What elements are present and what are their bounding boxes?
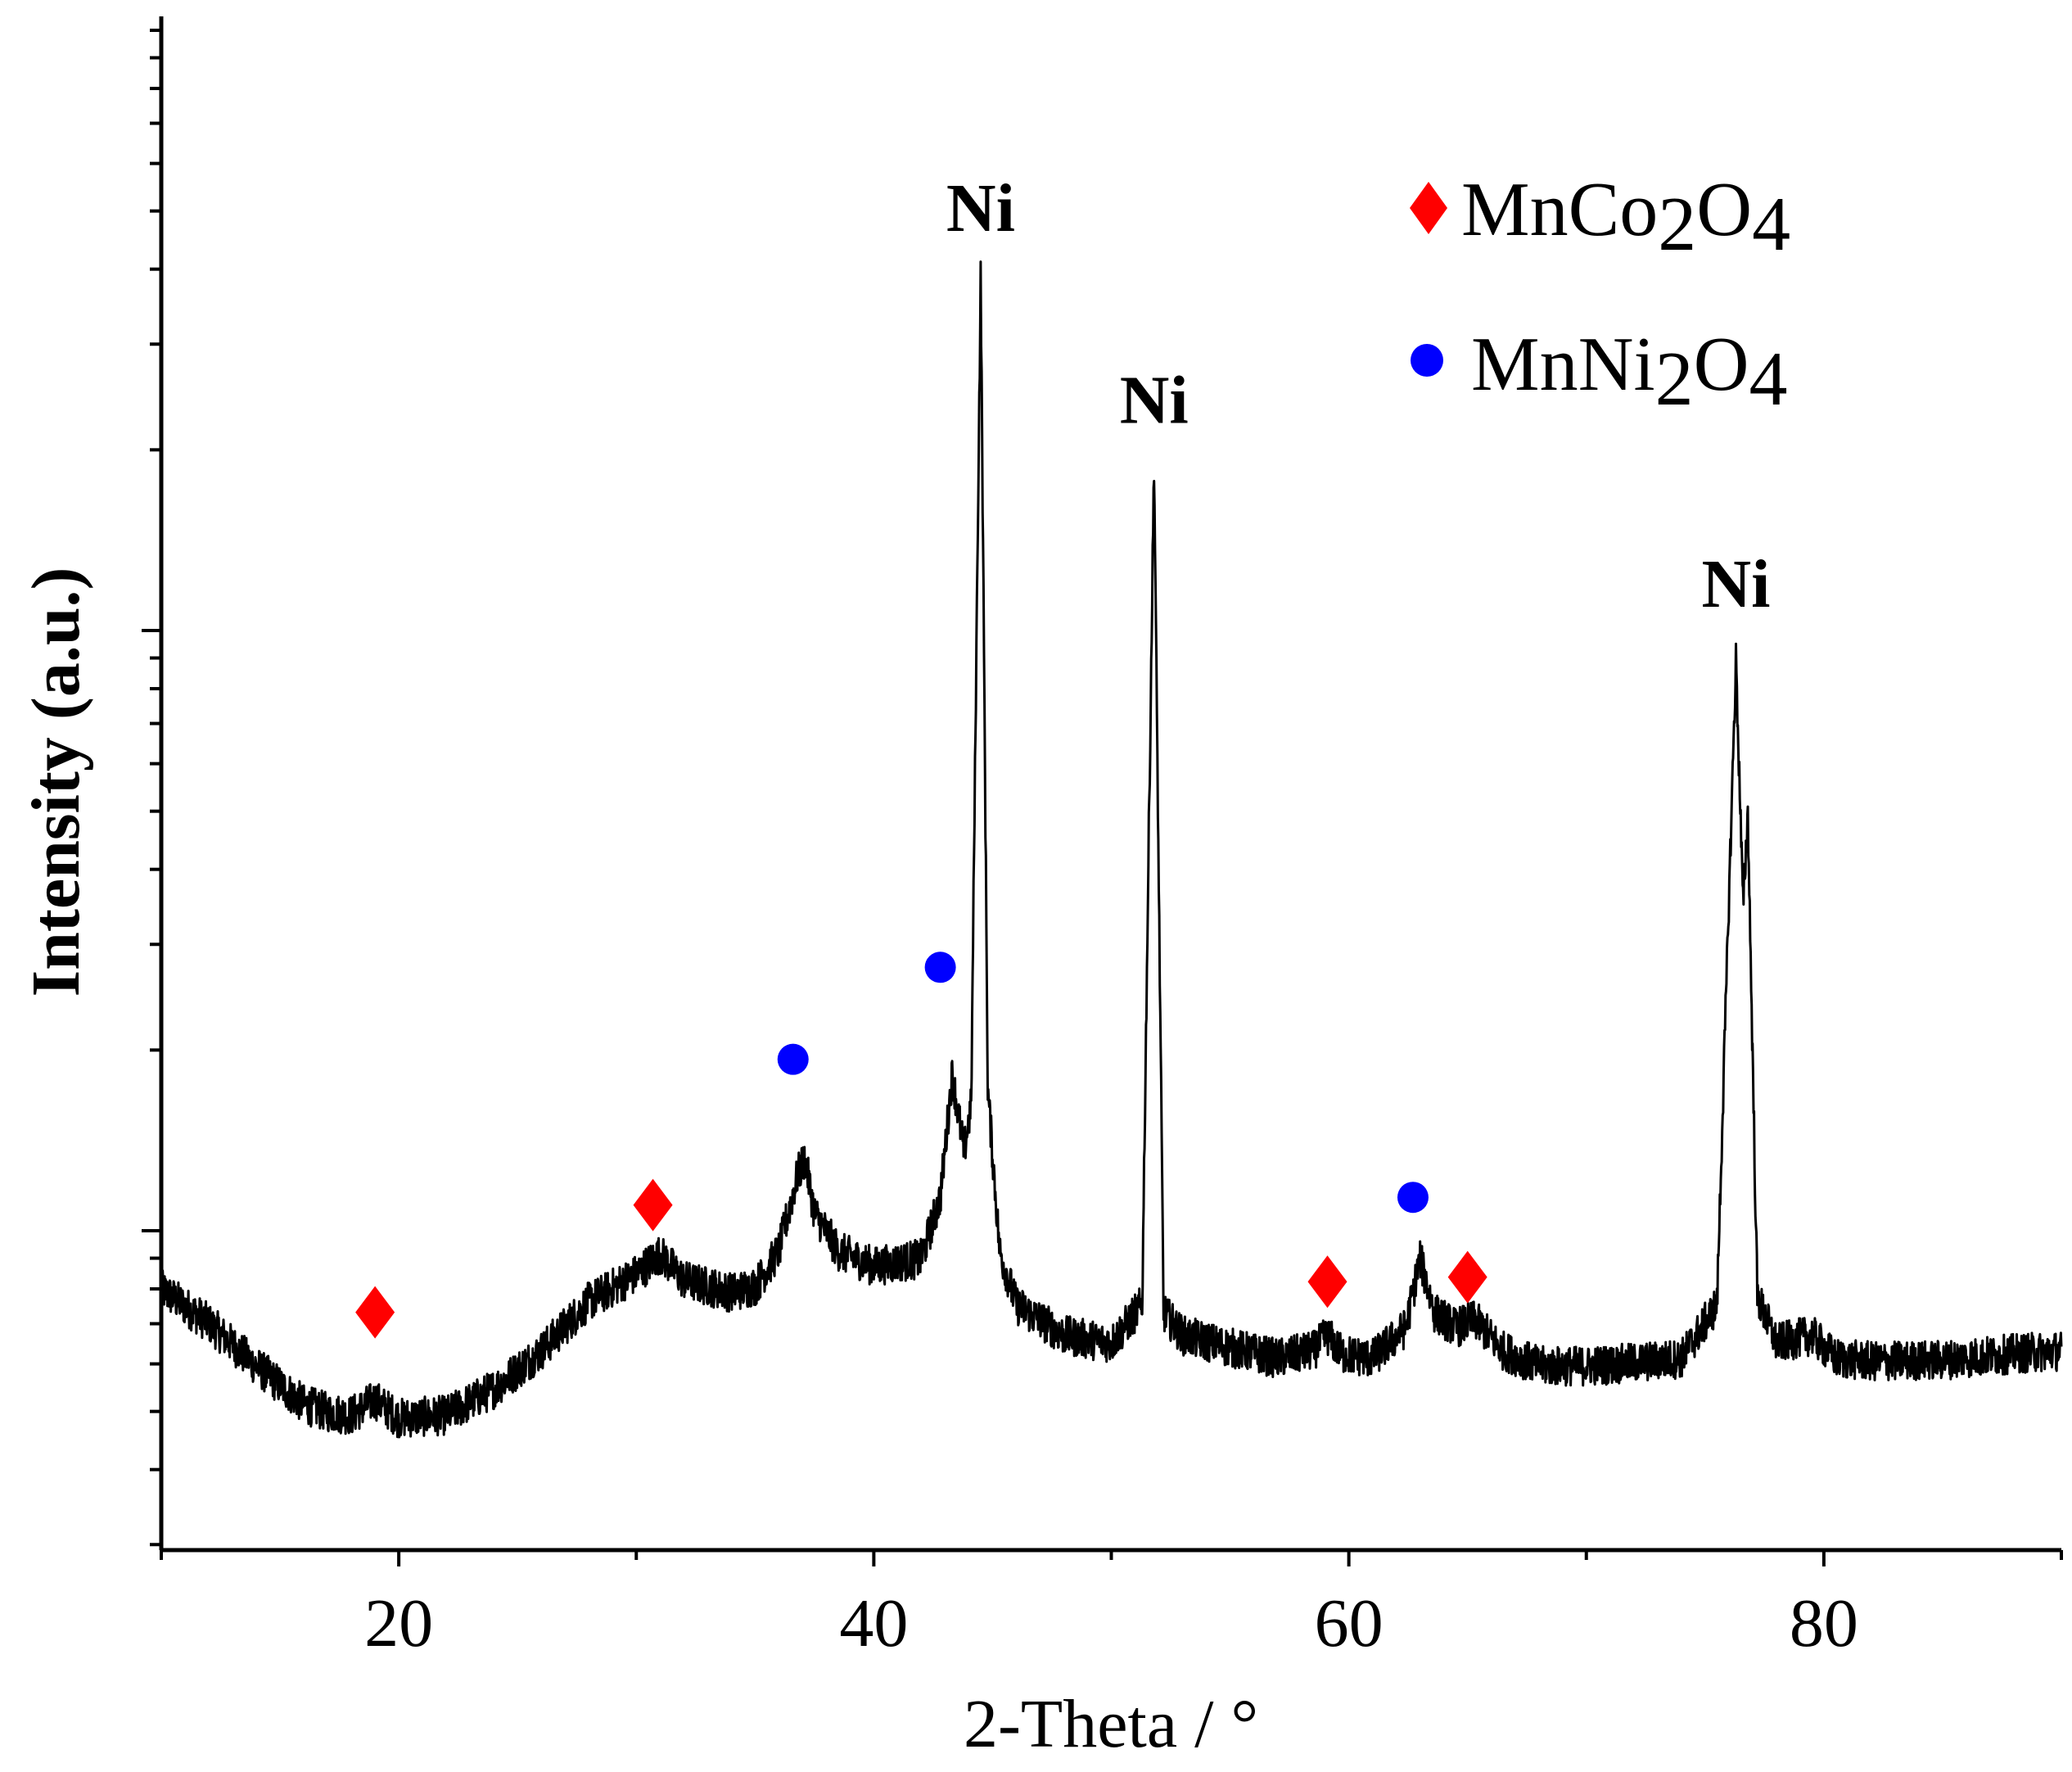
phase-marker-circle [924, 952, 956, 983]
legend-circle-icon [1411, 344, 1443, 377]
peak-label-ni: Ni [1120, 362, 1189, 438]
series-line-xrd-pattern [160, 260, 2063, 1439]
legend-label-mnco2o4-sub1: 2 [1658, 182, 1696, 267]
phase-marker-circle [1397, 1182, 1429, 1214]
legend-label-mnni2o4: MnNi2O4 [1471, 322, 1787, 422]
y-axis-title: Intensity (a.u.) [18, 567, 94, 997]
x-tick-label: 20 [364, 1585, 433, 1661]
legend-diamond-icon [1410, 182, 1447, 234]
x-axis-title: 2-Theta / ° [964, 1686, 1258, 1762]
legend-label-mnni2o4-sub2: 4 [1749, 337, 1787, 422]
x-tick-label: 80 [1790, 1585, 1858, 1661]
legend-label-mnco2o4-mid: O [1696, 167, 1752, 252]
legend-label-mnco2o4-base: MnCo [1461, 167, 1658, 252]
legend-label-mnco2o4: MnCo2O4 [1461, 167, 1790, 267]
legend-label-mnni2o4-mid: O [1694, 322, 1749, 407]
peak-label-ni: Ni [1702, 546, 1771, 622]
phase-marker-diamond [355, 1286, 395, 1339]
plot-area: 20 40 60 80 Ni Ni Ni [142, 16, 2063, 1661]
y-axis-ticks [142, 29, 161, 1547]
legend-label-mnni2o4-base: MnNi [1471, 322, 1655, 407]
peak-labels: Ni Ni Ni [946, 170, 1771, 622]
peak-label-ni: Ni [946, 170, 1015, 246]
legend-entry-mnco2o4: MnCo2O4 [1410, 167, 1790, 267]
legend-entry-mnni2o4: MnNi2O4 [1411, 322, 1787, 422]
x-tick-label: 40 [839, 1585, 908, 1661]
x-axis-ticks: 20 40 60 80 [160, 1550, 2063, 1661]
phase-marker-diamond [1307, 1255, 1347, 1309]
phase-marker-circle [777, 1043, 809, 1075]
legend: MnCo2O4 MnNi2O4 [1410, 167, 1790, 422]
phase-marker-diamond [1447, 1250, 1487, 1304]
legend-label-mnco2o4-sub2: 4 [1752, 182, 1790, 267]
phase-markers [355, 952, 1487, 1339]
x-tick-label: 60 [1315, 1585, 1384, 1661]
legend-label-mnni2o4-sub1: 2 [1655, 337, 1694, 422]
phase-marker-diamond [633, 1178, 673, 1232]
